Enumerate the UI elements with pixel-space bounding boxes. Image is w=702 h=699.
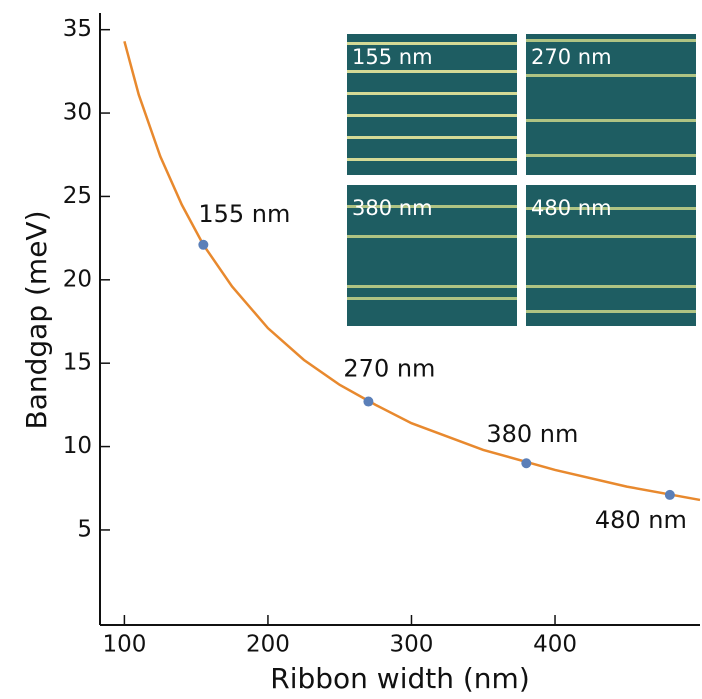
point-label: 155 nm (198, 200, 290, 228)
data-point (363, 397, 373, 407)
y-tick-label: 15 (63, 350, 92, 376)
y-tick-label: 25 (63, 183, 92, 209)
stripe (347, 136, 517, 139)
stripe (347, 297, 517, 300)
point-label: 380 nm (486, 420, 578, 448)
x-tick-label: 100 (102, 632, 146, 658)
stripe (347, 114, 517, 117)
inset-label: 380 nm (352, 196, 433, 220)
inset-label: 480 nm (531, 196, 612, 220)
stripe (526, 310, 696, 313)
point-label: 270 nm (343, 355, 435, 383)
point-label: 480 nm (595, 506, 687, 534)
x-tick-label: 200 (246, 632, 290, 658)
stripe (526, 119, 696, 122)
data-point (521, 458, 531, 468)
stripe (347, 92, 517, 95)
x-axis-title: Ribbon width (nm) (270, 662, 530, 695)
stripe (526, 154, 696, 157)
stripe (526, 235, 696, 238)
y-tick-label: 10 (63, 433, 92, 459)
y-axis-title: Bandgap (meV) (20, 211, 53, 430)
y-tick-label: 35 (63, 16, 92, 42)
stripe (526, 285, 696, 288)
stripe (526, 39, 696, 42)
stripe (347, 70, 517, 73)
x-tick-label: 300 (390, 632, 434, 658)
data-point (198, 240, 208, 250)
chart: Ribbon width (nm) Bandgap (meV) 155 nm 27… (0, 0, 702, 699)
y-tick-label: 20 (63, 266, 92, 292)
data-point (665, 490, 675, 500)
stripe (347, 235, 517, 238)
stripe (347, 285, 517, 288)
x-tick-label: 400 (533, 632, 577, 658)
stripe (526, 74, 696, 77)
y-tick-label: 30 (63, 100, 92, 126)
inset-label: 270 nm (531, 45, 612, 69)
stripe (347, 158, 517, 161)
y-tick-label: 5 (77, 516, 92, 542)
inset-label: 155 nm (352, 45, 433, 69)
